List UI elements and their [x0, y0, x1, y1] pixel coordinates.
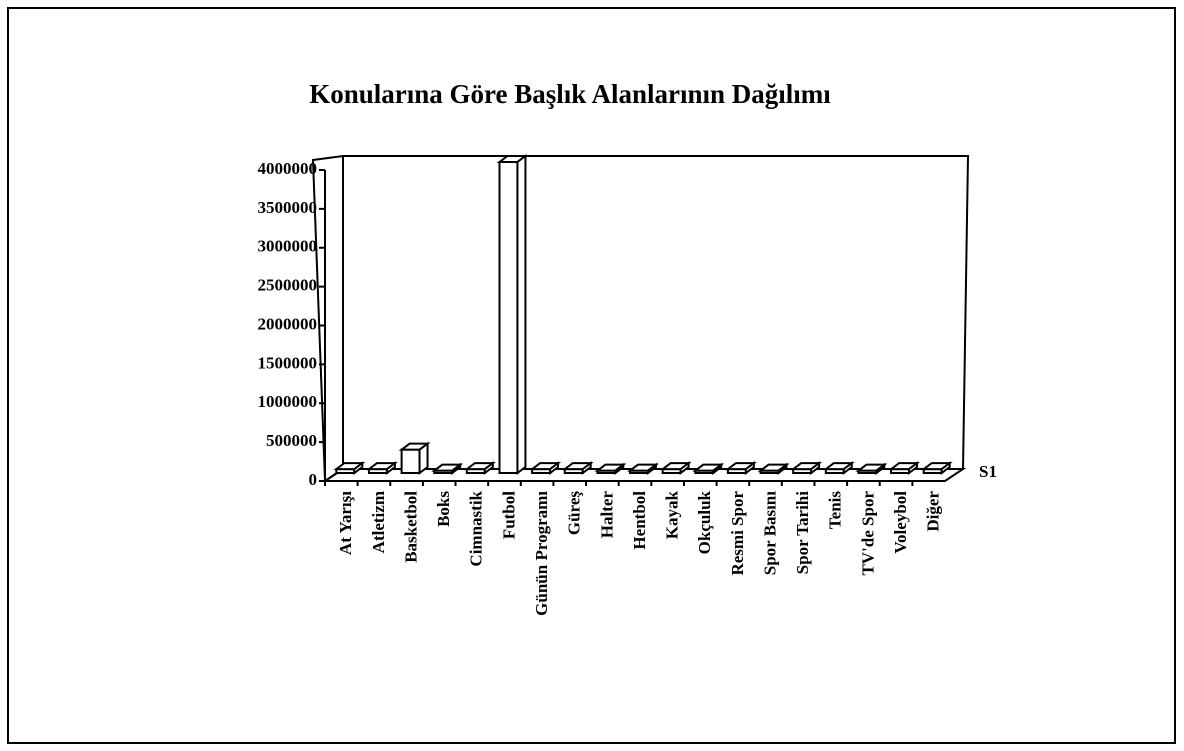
- bar: [431, 462, 464, 475]
- x-tick-label: Diğer: [924, 491, 943, 532]
- x-tick-label: TV'de Spor: [858, 491, 877, 576]
- bar: [463, 461, 496, 475]
- x-tick-label: Güreş: [565, 491, 584, 535]
- bar-side: [777, 462, 788, 475]
- bar: [692, 462, 725, 475]
- y-tick-label: 2500000: [258, 276, 318, 295]
- bar-side: [483, 461, 494, 475]
- x-tick-label: Spor Tarihi: [793, 491, 812, 575]
- frame: [7, 7, 1176, 744]
- x-tick-label: At Yarışı: [336, 491, 355, 555]
- bar-side: [451, 462, 462, 475]
- x-tick-label: Cimnastik: [467, 490, 486, 566]
- bar: [496, 154, 529, 475]
- bar-side: [614, 462, 625, 475]
- x-tick-label: Günün Programı: [532, 491, 551, 616]
- x-tick-label: Basketbol: [401, 491, 420, 563]
- bar-front: [498, 161, 519, 474]
- bar-side: [712, 462, 723, 475]
- bar-side: [875, 462, 886, 475]
- bar: [790, 461, 823, 475]
- chart-title: Konularına Göre Başlık Alanlarının Dağıl…: [309, 79, 831, 109]
- bar-side: [842, 461, 853, 475]
- bar: [724, 461, 757, 475]
- x-tick-label: Resmi Spor: [728, 491, 747, 576]
- x-tick-label: Kayak: [663, 490, 682, 539]
- bar-front: [400, 448, 421, 474]
- bar: [398, 441, 431, 475]
- bar-side: [744, 461, 755, 475]
- bar-side: [549, 461, 560, 475]
- x-tick-label: Tenis: [826, 491, 845, 530]
- y-tick-label: 0: [309, 470, 318, 489]
- x-tick-label: Atletizm: [369, 491, 388, 553]
- y-tick-label: 1000000: [258, 392, 318, 411]
- x-tick-label: Boks: [434, 491, 453, 527]
- y-tick-label: 3500000: [258, 198, 318, 217]
- bar: [855, 462, 888, 475]
- bar: [561, 461, 594, 475]
- x-tick-label: Halter: [597, 491, 616, 539]
- bar: [365, 461, 398, 475]
- y-tick-label: 1500000: [258, 353, 318, 372]
- bar-side: [940, 461, 951, 475]
- bar-side: [418, 441, 429, 475]
- bar: [659, 461, 692, 475]
- y-tick-label: 500000: [266, 431, 317, 450]
- bar-side: [385, 461, 396, 475]
- bar-side: [353, 461, 364, 475]
- bar: [757, 462, 790, 475]
- back-wall: [342, 155, 970, 470]
- bar-side: [516, 154, 527, 475]
- series-label: S1: [979, 462, 997, 481]
- bar-side: [581, 461, 592, 475]
- x-tick-label: Spor Basını: [760, 491, 779, 576]
- bar: [594, 462, 627, 475]
- bar: [333, 461, 366, 475]
- x-tick-label: Voleybol: [891, 491, 910, 554]
- y-tick-label: 4000000: [258, 159, 318, 178]
- x-tick-label: Hentbol: [630, 491, 649, 550]
- bar-side: [908, 461, 919, 475]
- left-wall: [311, 154, 344, 483]
- bar: [822, 461, 855, 475]
- bar: [529, 461, 562, 475]
- bar: [627, 462, 659, 475]
- bar: [920, 461, 953, 475]
- x-tick-label: Okçuluk: [695, 490, 714, 554]
- bar-side: [679, 461, 690, 475]
- y-tick-label: 3000000: [258, 237, 318, 256]
- bar-side: [646, 462, 657, 475]
- bar: [888, 461, 921, 475]
- bar-side: [810, 461, 821, 475]
- x-tick-label: Futbol: [499, 491, 518, 539]
- y-tick-label: 2000000: [258, 314, 318, 333]
